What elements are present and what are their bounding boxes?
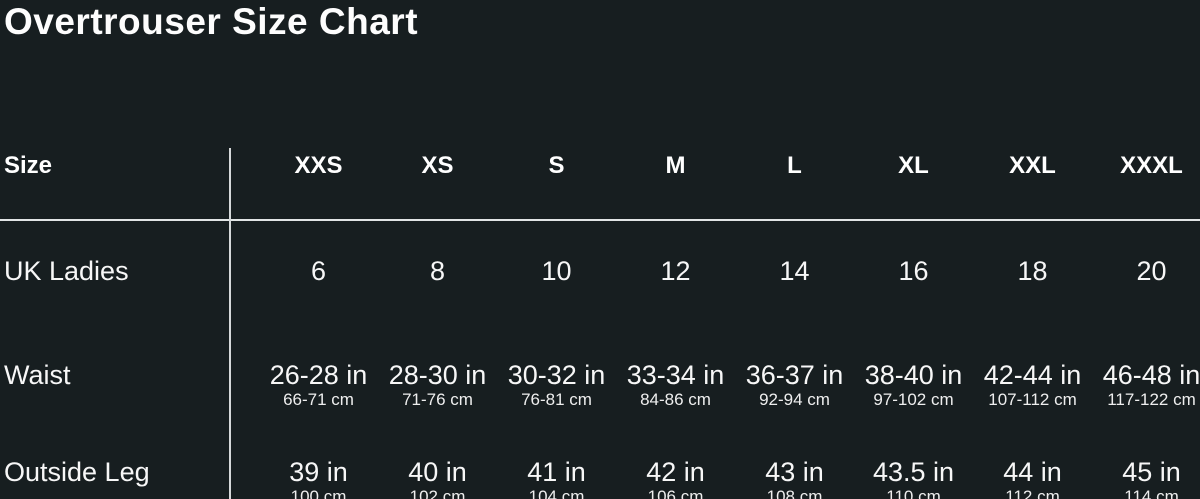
column-header-xl: XL	[898, 152, 929, 179]
row-label-uk-ladies: UK Ladies	[4, 256, 129, 286]
outside-leg-cm: 104 cm	[528, 487, 585, 499]
waist-inches: 36-37 in	[745, 360, 844, 390]
outside-leg-inches: 45 in	[1122, 457, 1181, 487]
column-header-xxl: XXL	[1009, 152, 1056, 179]
waist-value-m: 33-34 in 84-86 cm	[616, 360, 735, 409]
uk-ladies-value-s: 10	[541, 256, 572, 286]
outside-leg-inches: 40 in	[408, 457, 467, 487]
outside-leg-value-xxxl: 45 in 114 cm	[1092, 457, 1200, 499]
uk-ladies-value-xxl: 18	[1017, 256, 1048, 286]
uk-ladies-value-xxxl: 20	[1136, 256, 1167, 286]
table-row-waist: Waist 26-28 in 66-71 cm 28-30 in 71-76 c…	[0, 360, 1200, 409]
column-header-m: M	[665, 152, 686, 179]
waist-value-xxxl: 46-48 in 117-122 cm	[1092, 360, 1200, 409]
outside-leg-cm: 114 cm	[1124, 487, 1179, 499]
waist-inches: 38-40 in	[864, 360, 963, 390]
waist-value-xs: 28-30 in 71-76 cm	[378, 360, 497, 409]
table-row-outside-leg: Outside Leg 39 in 100 cm 40 in 102 cm 41…	[0, 457, 1200, 499]
waist-cm: 107-112 cm	[988, 390, 1077, 409]
label-column-divider-line	[229, 148, 231, 499]
waist-cm: 66-71 cm	[283, 390, 354, 409]
waist-inches: 33-34 in	[626, 360, 725, 390]
outside-leg-value-xs: 40 in 102 cm	[378, 457, 497, 499]
waist-cm: 84-86 cm	[640, 390, 711, 409]
outside-leg-cm: 100 cm	[290, 487, 347, 499]
outside-leg-value-m: 42 in 106 cm	[616, 457, 735, 499]
waist-inches: 30-32 in	[507, 360, 606, 390]
waist-value-xl: 38-40 in 97-102 cm	[854, 360, 973, 409]
column-header-s: S	[548, 152, 565, 179]
outside-leg-cm: 102 cm	[409, 487, 466, 499]
outside-leg-value-xxs: 39 in 100 cm	[259, 457, 378, 499]
outside-leg-inches: 43.5 in	[872, 457, 955, 487]
waist-cm: 117-122 cm	[1107, 390, 1196, 409]
waist-value-xxs: 26-28 in 66-71 cm	[259, 360, 378, 409]
outside-leg-inches: 41 in	[527, 457, 586, 487]
outside-leg-inches: 43 in	[765, 457, 824, 487]
outside-leg-value-s: 41 in 104 cm	[497, 457, 616, 499]
column-header-l: L	[787, 152, 802, 179]
row-label-waist: Waist	[4, 360, 71, 390]
outside-leg-value-l: 43 in 108 cm	[735, 457, 854, 499]
uk-ladies-value-xl: 16	[898, 256, 929, 286]
outside-leg-value-xl: 43.5 in 110 cm	[854, 457, 973, 499]
column-header-xs: XS	[421, 152, 454, 179]
waist-value-l: 36-37 in 92-94 cm	[735, 360, 854, 409]
table-header-row: Size XXS XS S M L XL XXL XXXL	[0, 151, 1200, 181]
outside-leg-inches: 39 in	[289, 457, 348, 487]
uk-ladies-value-l: 14	[779, 256, 810, 286]
waist-cm: 76-81 cm	[521, 390, 592, 409]
outside-leg-inches: 44 in	[1003, 457, 1062, 487]
row-label-outside-leg: Outside Leg	[4, 457, 150, 487]
waist-inches: 46-48 in	[1102, 360, 1200, 390]
page-title: Overtrouser Size Chart	[4, 1, 419, 42]
uk-ladies-value-m: 12	[660, 256, 691, 286]
waist-inches: 42-44 in	[983, 360, 1082, 390]
waist-inches: 26-28 in	[269, 360, 368, 390]
column-header-size: Size	[4, 152, 53, 179]
outside-leg-cm: 106 cm	[647, 487, 704, 499]
outside-leg-inches: 42 in	[646, 457, 705, 487]
waist-value-s: 30-32 in 76-81 cm	[497, 360, 616, 409]
uk-ladies-value-xs: 8	[429, 256, 446, 286]
waist-value-xxl: 42-44 in 107-112 cm	[973, 360, 1092, 409]
header-divider-line	[0, 219, 1200, 221]
outside-leg-value-xxl: 44 in 112 cm	[973, 457, 1092, 499]
waist-cm: 71-76 cm	[402, 390, 473, 409]
waist-cm: 92-94 cm	[759, 390, 830, 409]
uk-ladies-value-xxs: 6	[310, 256, 327, 286]
waist-inches: 28-30 in	[388, 360, 487, 390]
table-row-uk-ladies: UK Ladies 6 8 10 12 14 16 18 20	[0, 256, 1200, 286]
outside-leg-cm: 112 cm	[1005, 487, 1060, 499]
outside-leg-cm: 108 cm	[766, 487, 823, 499]
waist-cm: 97-102 cm	[873, 390, 954, 409]
outside-leg-cm: 110 cm	[886, 487, 941, 499]
column-header-xxxl: XXXL	[1120, 152, 1183, 179]
column-header-xxs: XXS	[294, 152, 343, 179]
